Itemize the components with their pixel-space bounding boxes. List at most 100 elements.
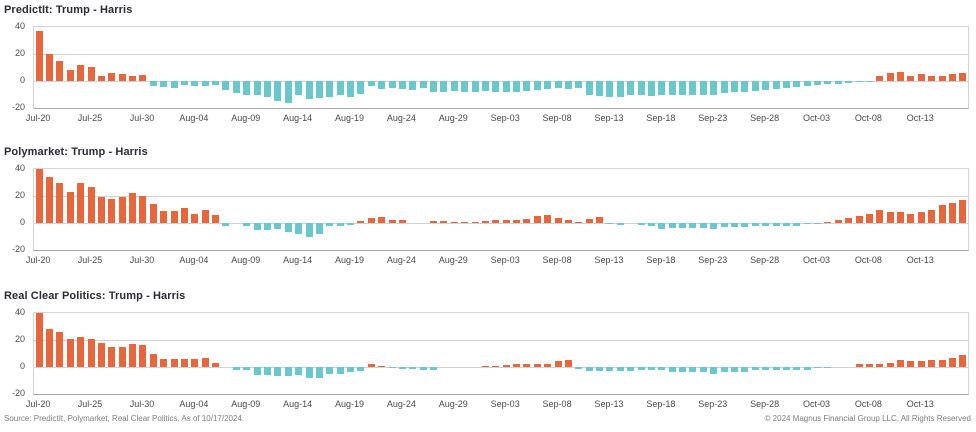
x-tick-label: Aug-09 — [231, 255, 261, 265]
bar-sep-27 — [751, 223, 759, 227]
bar-aug-05 — [201, 81, 209, 87]
bar-aug-16 — [315, 223, 323, 234]
x-tick-label: Jul-20 — [25, 113, 51, 123]
bar-aug-28 — [440, 220, 448, 223]
bar-aug-19 — [347, 223, 355, 226]
bar-jul-21 — [46, 177, 54, 223]
bar-aug-05 — [201, 209, 209, 223]
bar-aug-02 — [170, 210, 178, 223]
bar-sep-23 — [710, 223, 718, 230]
bar-sep-04 — [513, 364, 521, 367]
bar-sep-01 — [481, 220, 489, 223]
bar-aug-12 — [274, 223, 282, 230]
bar-sep-16 — [637, 367, 645, 370]
bar-oct-12 — [907, 360, 915, 367]
bar-sep-17 — [647, 81, 655, 96]
bar-oct-12 — [907, 75, 915, 81]
bar-oct-09 — [876, 363, 884, 367]
x-tick-label: Aug-09 — [231, 113, 261, 123]
bar-jul-25 — [87, 186, 95, 223]
bar-sep-06 — [533, 364, 541, 367]
bar-sep-05 — [523, 218, 531, 223]
x-tick-label: Jul-30 — [129, 255, 155, 265]
bar-sep-03 — [502, 81, 510, 93]
plot-area-rcp — [33, 312, 969, 395]
bar-sep-02 — [492, 81, 500, 92]
x-tick-label: Aug-24 — [386, 399, 416, 409]
bar-jul-29 — [129, 75, 137, 81]
bar-sep-24 — [720, 367, 728, 373]
bar-aug-13 — [284, 367, 292, 377]
x-tick-label: Aug-29 — [438, 399, 468, 409]
bar-sep-12 — [596, 367, 604, 372]
bar-sep-13 — [606, 81, 614, 97]
bar-sep-04 — [513, 220, 521, 223]
x-tick-label: Sep-08 — [542, 113, 572, 123]
y-tick-label: 0 — [19, 360, 25, 371]
bar-oct-15 — [938, 205, 946, 223]
x-tick-label: Oct-03 — [803, 255, 831, 265]
bar-oct-02 — [803, 81, 811, 87]
bar-jul-27 — [108, 72, 116, 81]
bar-sep-18 — [658, 223, 666, 230]
bar-aug-09 — [243, 223, 251, 227]
bar-aug-09 — [243, 81, 251, 96]
bar-aug-06 — [212, 81, 220, 86]
x-tick-label: Aug-04 — [179, 113, 209, 123]
x-tick-label: Aug-19 — [335, 399, 365, 409]
bar-aug-31 — [471, 221, 479, 223]
bar-sep-24 — [720, 223, 728, 228]
y-tick-label: 0 — [19, 74, 25, 85]
x-tick-label: Sep-08 — [542, 399, 572, 409]
y-tick-label: 20 — [14, 47, 25, 58]
bar-sep-17 — [647, 367, 655, 370]
bar-aug-04 — [191, 81, 199, 87]
y-tick-label: -20 — [11, 101, 25, 112]
zero-gridline — [34, 366, 968, 368]
bar-oct-10 — [886, 211, 894, 223]
bar-jul-31 — [149, 353, 157, 367]
bar-aug-29 — [450, 221, 458, 223]
bar-jul-27 — [108, 346, 116, 367]
bar-sep-06 — [533, 215, 541, 223]
y-tick-label: 40 — [14, 306, 25, 317]
copyright-note: © 2024 Magnus Financial Group LLC. All R… — [764, 414, 971, 423]
bar-aug-19 — [347, 81, 355, 98]
bar-aug-16 — [315, 81, 323, 98]
bar-sep-16 — [637, 223, 645, 226]
bar-jul-26 — [97, 342, 105, 367]
zero-gridline — [34, 222, 968, 224]
bar-aug-17 — [326, 367, 334, 374]
bar-aug-13 — [284, 223, 292, 233]
bar-jul-22 — [56, 60, 64, 81]
y-tick-label: -20 — [11, 387, 25, 398]
x-tick-label: Sep-28 — [750, 255, 780, 265]
bar-sep-27 — [751, 367, 759, 370]
bar-oct-12 — [907, 213, 915, 223]
bar-aug-03 — [180, 208, 188, 223]
bar-sep-05 — [523, 364, 531, 367]
bar-jul-28 — [118, 346, 126, 367]
bar-aug-06 — [212, 214, 220, 223]
bar-aug-18 — [336, 367, 344, 374]
bar-oct-11 — [897, 360, 905, 367]
bar-aug-22 — [378, 216, 386, 223]
bar-oct-04 — [824, 221, 832, 223]
bar-oct-02 — [803, 223, 811, 225]
bar-sep-30 — [782, 223, 790, 227]
bar-aug-27 — [430, 367, 438, 371]
x-tick-label: Jul-25 — [77, 399, 103, 409]
bar-oct-04 — [824, 367, 832, 368]
bar-aug-12 — [274, 81, 282, 101]
bar-sep-21 — [689, 223, 697, 228]
bar-aug-21 — [367, 81, 375, 86]
bar-sep-13 — [606, 223, 614, 225]
bar-sep-22 — [699, 81, 707, 95]
bar-sep-15 — [627, 81, 635, 96]
bar-sep-13 — [606, 367, 614, 372]
bar-jul-21 — [46, 54, 54, 81]
x-tick-label: Jul-25 — [77, 113, 103, 123]
chart-title-rcp: Real Clear Politics: Trump - Harris — [4, 290, 186, 302]
gridline-20 — [34, 53, 968, 55]
bar-sep-05 — [523, 81, 531, 92]
